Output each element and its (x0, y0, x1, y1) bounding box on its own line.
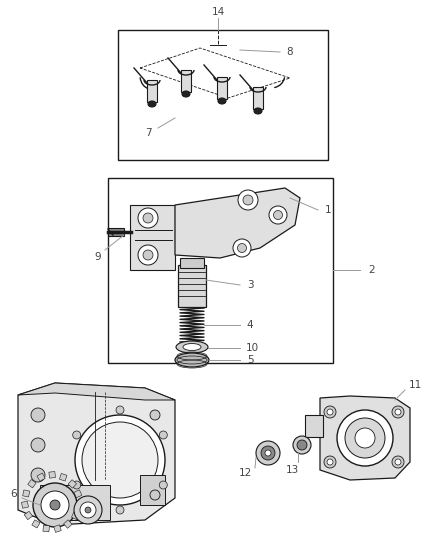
Circle shape (395, 409, 401, 415)
Ellipse shape (175, 353, 209, 367)
Circle shape (116, 406, 124, 414)
Circle shape (138, 208, 158, 228)
Text: 1: 1 (325, 205, 331, 215)
Bar (49, 472, 56, 478)
Circle shape (392, 406, 404, 418)
Bar (305, 415, 323, 437)
Circle shape (273, 211, 283, 220)
Bar (147, 80, 157, 102)
Ellipse shape (182, 91, 190, 97)
Circle shape (238, 190, 258, 210)
Circle shape (31, 408, 45, 422)
Bar (180, 258, 204, 268)
Circle shape (150, 490, 160, 500)
Circle shape (80, 502, 96, 518)
Text: 6: 6 (11, 489, 18, 499)
Ellipse shape (183, 343, 201, 351)
Circle shape (324, 456, 336, 468)
Polygon shape (320, 396, 410, 480)
Text: 11: 11 (408, 380, 422, 390)
Circle shape (327, 409, 333, 415)
Bar (60, 473, 67, 481)
Text: 7: 7 (145, 128, 151, 138)
Bar (21, 501, 28, 508)
Text: 14: 14 (212, 7, 225, 17)
Circle shape (33, 483, 77, 527)
Circle shape (85, 507, 91, 513)
Circle shape (31, 468, 45, 482)
Circle shape (50, 500, 60, 510)
Text: 8: 8 (287, 47, 293, 57)
Polygon shape (175, 188, 300, 258)
Text: 10: 10 (245, 343, 258, 353)
Circle shape (73, 481, 81, 489)
Circle shape (261, 446, 275, 460)
Text: 2: 2 (369, 265, 375, 275)
Bar (140, 475, 165, 505)
Text: 4: 4 (247, 320, 253, 330)
Polygon shape (18, 383, 175, 400)
Bar (217, 77, 227, 99)
Circle shape (237, 244, 247, 253)
Circle shape (327, 459, 333, 465)
Circle shape (31, 438, 45, 452)
Bar (68, 480, 77, 488)
Circle shape (355, 428, 375, 448)
Circle shape (293, 436, 311, 454)
Circle shape (345, 418, 385, 458)
Bar (108, 228, 124, 236)
Circle shape (297, 440, 307, 450)
Bar (71, 512, 79, 520)
Bar (43, 525, 49, 532)
Bar (76, 502, 82, 508)
Circle shape (143, 213, 153, 223)
Bar (118, 30, 328, 160)
Bar (130, 205, 175, 270)
Circle shape (143, 250, 153, 260)
Circle shape (243, 195, 253, 205)
Circle shape (159, 481, 167, 489)
Bar (23, 490, 30, 497)
Circle shape (392, 456, 404, 468)
Bar (32, 520, 40, 528)
Circle shape (74, 496, 102, 524)
Circle shape (395, 459, 401, 465)
Circle shape (82, 422, 158, 498)
Circle shape (256, 441, 280, 465)
Circle shape (269, 206, 287, 224)
Text: 5: 5 (247, 355, 253, 365)
Circle shape (138, 245, 158, 265)
Circle shape (324, 406, 336, 418)
Circle shape (159, 431, 167, 439)
Circle shape (41, 491, 69, 519)
Circle shape (337, 410, 393, 466)
Bar (54, 525, 61, 532)
Polygon shape (18, 383, 175, 525)
Circle shape (116, 506, 124, 514)
Circle shape (265, 450, 271, 456)
Circle shape (75, 415, 165, 505)
Bar (24, 511, 32, 520)
Text: 3: 3 (247, 280, 253, 290)
Bar (64, 520, 72, 528)
Text: 9: 9 (95, 252, 101, 262)
Circle shape (150, 410, 160, 420)
Text: 13: 13 (286, 465, 299, 475)
Bar (253, 87, 263, 109)
Circle shape (73, 431, 81, 439)
Bar (40, 485, 110, 520)
Bar (28, 480, 36, 488)
Bar (181, 70, 191, 92)
Bar (74, 490, 82, 498)
Ellipse shape (218, 98, 226, 104)
Ellipse shape (148, 101, 156, 107)
Bar (37, 473, 45, 481)
Circle shape (233, 239, 251, 257)
Text: 12: 12 (238, 468, 251, 478)
Bar (178, 265, 206, 307)
Ellipse shape (176, 341, 208, 353)
Ellipse shape (254, 108, 262, 114)
Bar (108, 178, 333, 363)
